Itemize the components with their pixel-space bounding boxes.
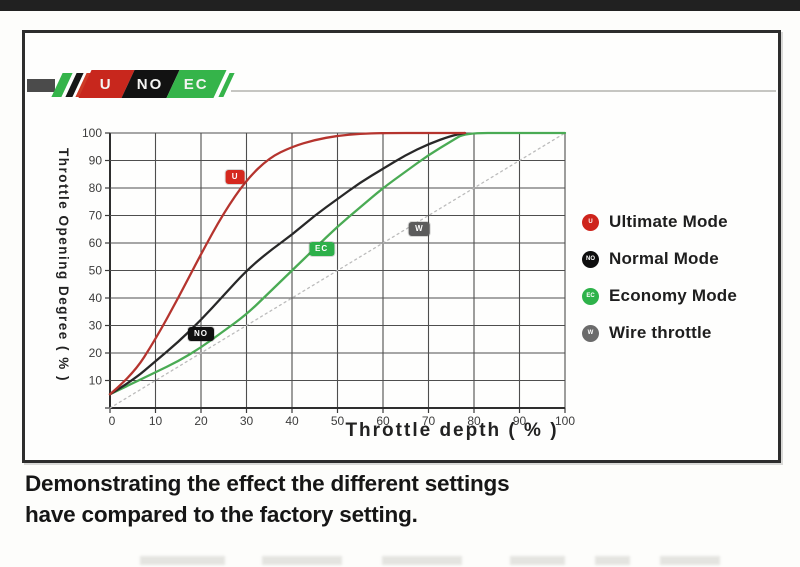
svg-text:10: 10 xyxy=(89,374,103,388)
svg-text:30: 30 xyxy=(89,319,103,333)
svg-text:70: 70 xyxy=(422,414,436,428)
x-axis-title: Throttle depth ( % ) xyxy=(345,420,559,441)
bottom-artifact xyxy=(140,556,225,565)
unoec-logo: U NO EC xyxy=(25,33,785,98)
svg-text:50: 50 xyxy=(331,414,345,428)
bottom-artifact xyxy=(262,556,342,565)
figure-caption: Demonstrating the effect the different s… xyxy=(25,468,585,530)
figure-frame: U NO EC xyxy=(22,30,781,463)
logo-gray-bar xyxy=(27,79,55,92)
wire-throttle-dot-icon: W xyxy=(582,324,599,342)
legend-label: Normal Mode xyxy=(609,249,719,268)
y-axis-title: Throttle Opening Degree ( % ) xyxy=(56,148,71,383)
legend: U Ultimate Mode NO Normal Mode EC Econom… xyxy=(582,212,772,360)
curve-badge-normal: NO xyxy=(188,326,214,341)
legend-item-economy: EC Economy Mode xyxy=(582,286,772,306)
caption-line2: have compared to the factory setting. xyxy=(25,502,418,527)
legend-label: Ultimate Mode xyxy=(609,212,728,231)
caption-line1: Demonstrating the effect the different s… xyxy=(25,471,510,496)
svg-text:80: 80 xyxy=(89,181,103,195)
bottom-artifact xyxy=(382,556,462,565)
legend-label: Economy Mode xyxy=(609,286,738,305)
curve-badge-wire: W xyxy=(409,222,430,237)
top-black-bar xyxy=(0,0,800,11)
svg-text:60: 60 xyxy=(89,236,103,250)
svg-text:30: 30 xyxy=(240,414,254,428)
bottom-artifact xyxy=(595,556,630,565)
legend-label: Wire throttle xyxy=(609,323,712,342)
svg-text:100: 100 xyxy=(82,126,102,140)
legend-item-ultimate: U Ultimate Mode xyxy=(582,212,772,232)
economy-mode-dot-icon: EC xyxy=(582,287,599,305)
normal-mode-dot-icon: NO xyxy=(582,250,599,268)
svg-text:10: 10 xyxy=(149,414,163,428)
legend-item-wire: W Wire throttle xyxy=(582,323,772,343)
svg-text:40: 40 xyxy=(285,414,299,428)
svg-text:20: 20 xyxy=(194,414,208,428)
svg-text:20: 20 xyxy=(89,346,103,360)
svg-text:50: 50 xyxy=(89,264,103,278)
svg-text:90: 90 xyxy=(513,414,527,428)
ultimate-mode-dot-icon: U xyxy=(582,213,599,231)
bottom-artifact xyxy=(510,556,565,565)
bottom-artifact xyxy=(660,556,720,565)
svg-text:70: 70 xyxy=(89,209,103,223)
svg-text:60: 60 xyxy=(376,414,390,428)
legend-item-normal: NO Normal Mode xyxy=(582,249,772,269)
logo-divider-line xyxy=(231,90,776,92)
svg-text:40: 40 xyxy=(89,291,103,305)
curve-badge-ultimate: U xyxy=(225,170,245,184)
curve-badge-economy: EC xyxy=(309,241,335,256)
svg-text:0: 0 xyxy=(109,414,116,428)
svg-text:80: 80 xyxy=(467,414,481,428)
svg-text:100: 100 xyxy=(555,414,575,428)
svg-text:90: 90 xyxy=(89,154,103,168)
